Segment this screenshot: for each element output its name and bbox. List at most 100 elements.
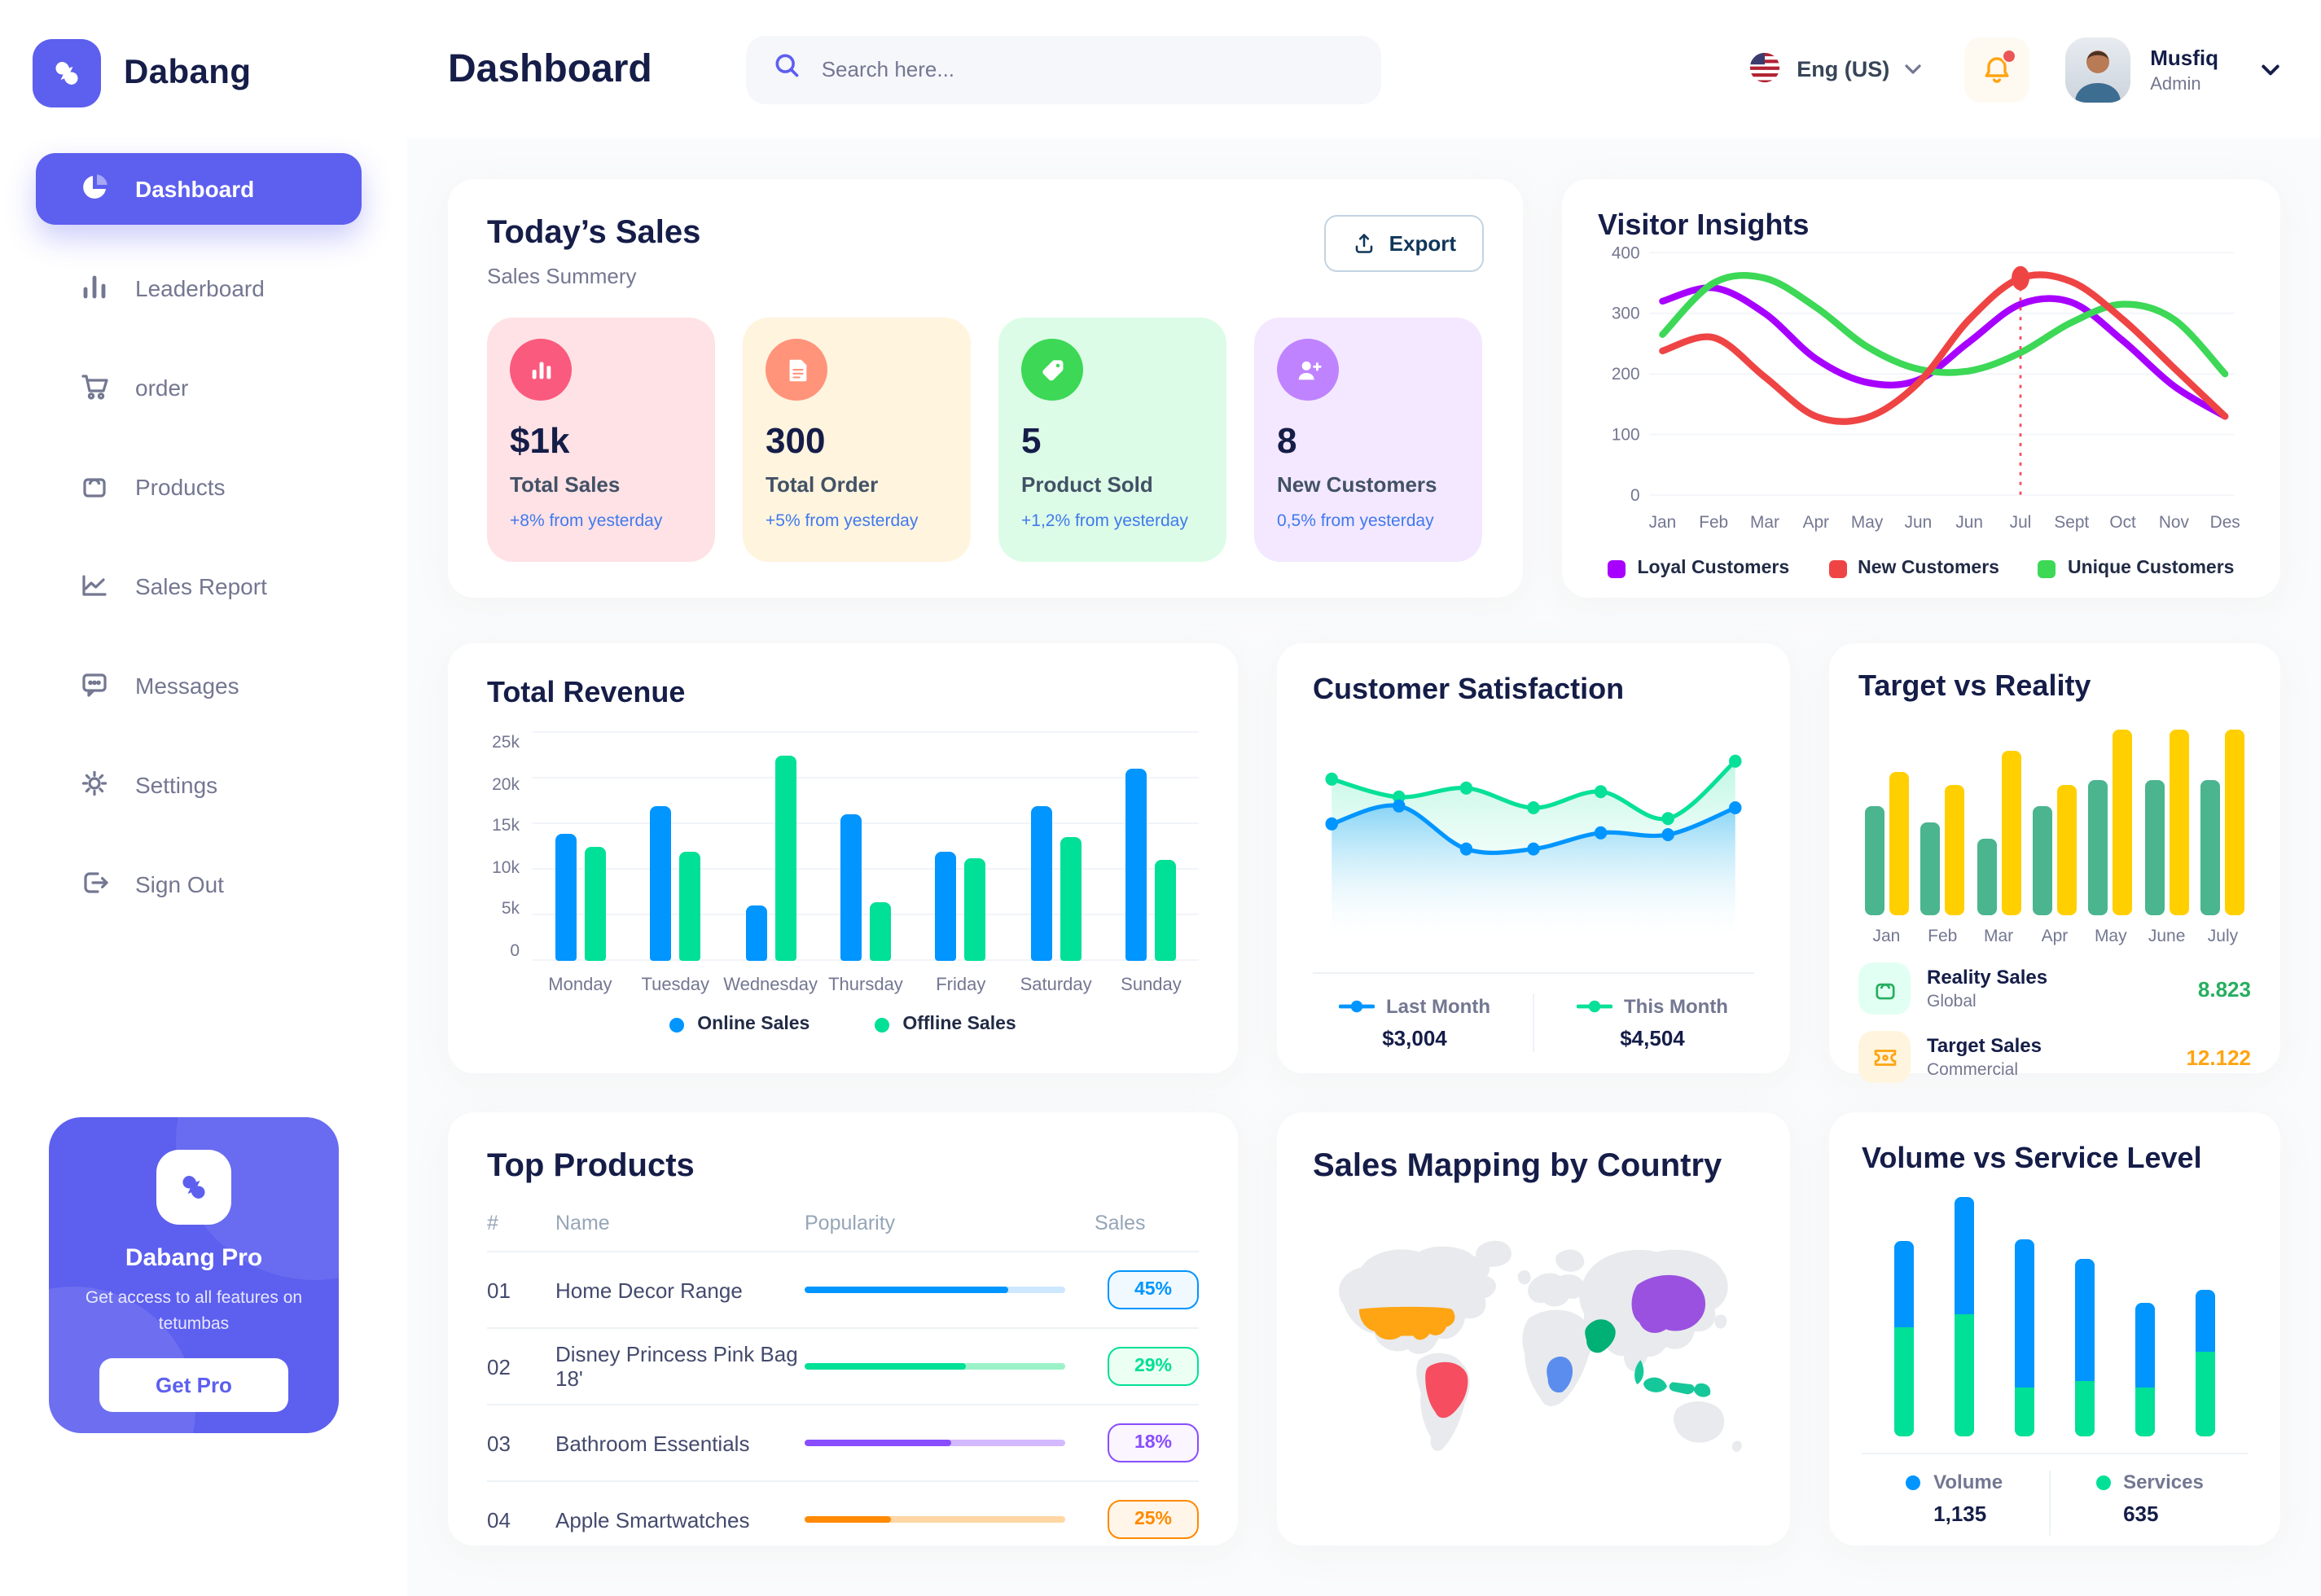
legend-swatch <box>2095 1475 2111 1489</box>
bar-group <box>1915 723 1971 915</box>
x-tick: Friday <box>936 976 986 995</box>
sidebar-item-label: Sales Report <box>135 573 267 599</box>
legend-label: This Month <box>1577 995 1728 1018</box>
get-pro-button[interactable]: Get Pro <box>99 1357 288 1412</box>
stat-delta: +1,2% from yesterday <box>1021 511 1188 531</box>
legend-label: Services <box>2095 1471 2204 1493</box>
cart-icon <box>78 369 111 406</box>
x-tick: Feb <box>1928 927 1958 946</box>
bar <box>774 756 796 961</box>
country-saudi-arabia <box>1585 1319 1616 1353</box>
language-label: Eng (US) <box>1797 57 1890 81</box>
line-chart-icon <box>78 568 111 605</box>
pro-title: Dabang Pro <box>125 1244 263 1272</box>
sales-badge: 25% <box>1108 1500 1199 1539</box>
language-selector[interactable]: Eng (US) <box>1748 50 1922 89</box>
sidebar-item-messages[interactable]: Messages <box>36 650 362 721</box>
continent-australia <box>1674 1401 1725 1443</box>
svg-text:200: 200 <box>1612 365 1640 384</box>
column-header: Popularity <box>805 1212 896 1234</box>
search-input[interactable] <box>818 55 1356 83</box>
user-menu[interactable]: Musfiq Admin <box>2065 37 2280 102</box>
legend-swatch <box>669 1017 685 1032</box>
sidebar-item-products[interactable]: Products <box>36 451 362 523</box>
stat-label: Product Sold <box>1021 472 1153 497</box>
stat-value: $1k <box>510 420 570 461</box>
bar-group <box>2195 723 2251 915</box>
search-bar[interactable] <box>746 35 1382 103</box>
panel-title: Customer Satisfaction <box>1313 673 1625 705</box>
legend-sublabel: Commercial <box>1927 1060 2019 1080</box>
stat-delta: +8% from yesterday <box>510 511 663 531</box>
bar-group <box>818 733 914 961</box>
popularity-bar <box>805 1516 1095 1523</box>
new-zealand <box>1731 1440 1742 1452</box>
bar-volume <box>2015 1239 2035 1388</box>
panel-subtitle: Sales Summery <box>487 264 637 288</box>
svg-text:Sept: Sept <box>2054 513 2089 532</box>
legend-item: Services 635 <box>2095 1471 2204 1526</box>
target-vs-reality-chart <box>1858 723 2251 915</box>
bar <box>1945 784 1965 915</box>
x-tick: Tuesday <box>641 976 710 995</box>
legend-label: Online Sales <box>697 1015 810 1034</box>
bar-services <box>1894 1326 1915 1436</box>
legend-item: Last Month $3,004 <box>1339 995 1490 1050</box>
stat-delta: +5% from yesterday <box>766 511 919 531</box>
x-tick: Wednesday <box>723 976 818 995</box>
country-dr-congo <box>1547 1357 1573 1393</box>
stacked-bar <box>2074 1258 2095 1436</box>
bar-group <box>723 733 818 961</box>
header: Dashboard Eng (US) Musfiq Admin <box>407 0 2321 138</box>
today-sales-heading: Today’s Sales Sales Summery <box>487 215 700 288</box>
greenland <box>1476 1240 1512 1267</box>
panel-title: Visitor Insights <box>1598 208 1810 241</box>
legend-value: $4,504 <box>1620 1026 1685 1050</box>
bar <box>555 833 577 961</box>
chart-legend: Volume 1,135 Services 635 <box>1862 1471 2248 1536</box>
x-tick: Saturday <box>1020 976 1092 995</box>
legend-swatch <box>1906 1475 1921 1489</box>
x-tick: Thursday <box>828 976 903 995</box>
sidebar-item-dashboard[interactable]: Dashboard <box>36 153 362 225</box>
svg-text:Des: Des <box>2210 513 2240 532</box>
svg-text:Nov: Nov <box>2159 513 2190 532</box>
sidebar-item-leaderboard[interactable]: Leaderboard <box>36 252 362 324</box>
stat-value: 8 <box>1277 420 1297 461</box>
pie-chart-icon <box>78 170 111 208</box>
sidebar-item-settings[interactable]: Settings <box>36 749 362 821</box>
panel-title: Total Revenue <box>487 676 686 708</box>
stat-card-product-sold: 5 Product Sold +1,2% from yesterday <box>998 318 1226 562</box>
column-header: Name <box>555 1212 610 1234</box>
sidebar-item-sign-out[interactable]: Sign Out <box>36 848 362 920</box>
panel-title: Sales Mapping by Country <box>1313 1148 1722 1184</box>
user-role: Admin <box>2150 74 2201 94</box>
legend-swatch <box>875 1017 890 1032</box>
user-name: Musfiq <box>2150 45 2218 69</box>
bar-volume <box>2074 1258 2095 1380</box>
bar-services <box>2195 1351 2215 1436</box>
stat-card-new-customers: 8 New Customers 0,5% from yesterday <box>1254 318 1482 562</box>
sidebar-item-sales-report[interactable]: Sales Report <box>36 550 362 622</box>
export-label: Export <box>1389 231 1456 256</box>
country-united-states <box>1358 1306 1455 1340</box>
legend-value: 8.823 <box>2197 976 2251 1001</box>
notifications-button[interactable] <box>1964 37 2030 102</box>
sidebar-item-label: order <box>135 375 189 401</box>
receipt-icon <box>766 339 827 401</box>
sales-icon <box>510 339 572 401</box>
legend-label: Target Sales <box>1927 1034 2042 1057</box>
stat-label: Total Sales <box>510 472 621 497</box>
table-header: # Name Popularity Sales <box>487 1195 1199 1252</box>
sidebar-item-label: Messages <box>135 673 239 699</box>
bag-icon <box>1858 962 1911 1015</box>
stacked-bar <box>1955 1197 1975 1436</box>
product-rank: 03 <box>487 1431 511 1455</box>
export-button[interactable]: Export <box>1323 215 1484 272</box>
bar-services <box>2074 1380 2095 1436</box>
sidebar-item-order[interactable]: order <box>36 352 362 423</box>
svg-text:Jun: Jun <box>1955 513 1983 532</box>
bar-services <box>1955 1314 1975 1436</box>
bar <box>1864 806 1884 915</box>
